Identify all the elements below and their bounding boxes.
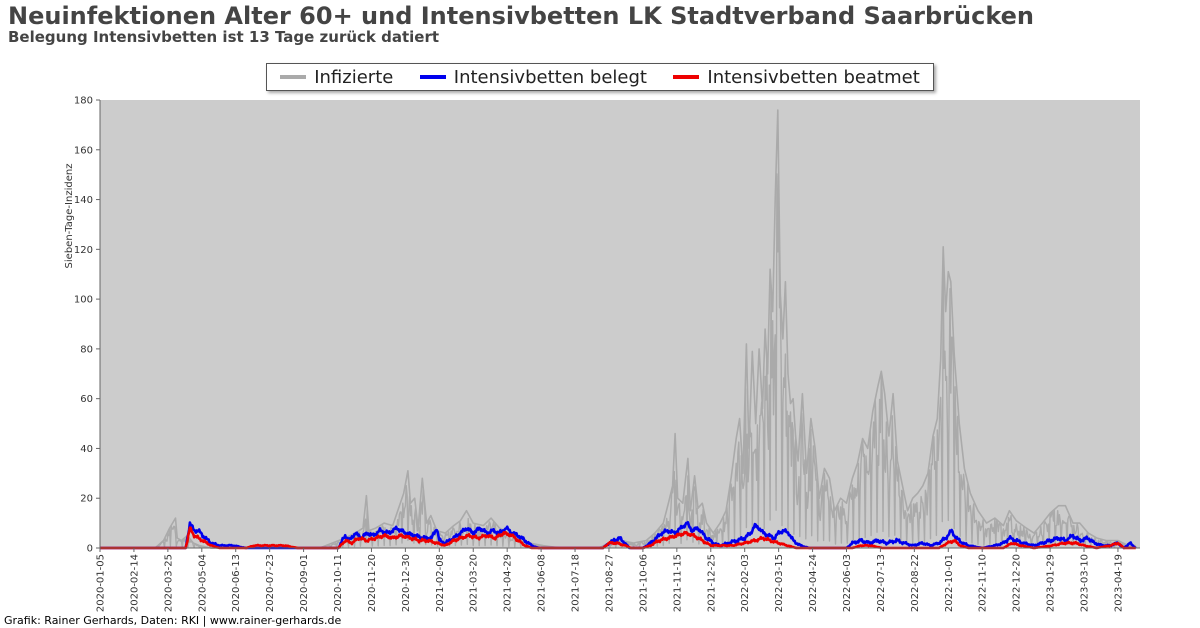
x-tick-label: 2022-06-03 xyxy=(842,554,853,612)
legend-swatch-beatmet xyxy=(673,75,700,79)
x-tick-label: 2021-08-27 xyxy=(604,554,615,612)
y-tick-label: 0 xyxy=(87,544,93,555)
legend-item-infizierte: Infizierte xyxy=(280,67,393,88)
x-tick-label: 2023-01-29 xyxy=(1046,554,1057,612)
x-tick-label: 2020-11-20 xyxy=(367,554,378,612)
x-tick-label: 2020-07-23 xyxy=(265,554,276,612)
x-tick-label: 2021-04-29 xyxy=(503,554,514,612)
y-tick-label: 60 xyxy=(80,394,93,405)
y-tick-label: 40 xyxy=(80,444,93,455)
x-tick-label: 2020-01-05 xyxy=(96,554,107,612)
y-tick-label: 100 xyxy=(74,295,93,306)
x-tick-label: 2023-03-10 xyxy=(1080,554,1091,612)
credit-footer: Grafik: Rainer Gerhards, Daten: RKI | ww… xyxy=(4,614,342,627)
legend-label-belegt: Intensivbetten belegt xyxy=(453,66,647,88)
y-tick-label: 140 xyxy=(74,195,93,206)
y-tick-label: 180 xyxy=(74,96,93,107)
legend-label-beatmet: Intensivbetten beatmet xyxy=(707,66,920,88)
y-tick-label: 80 xyxy=(80,344,93,355)
x-tick-label: 2022-12-20 xyxy=(1012,554,1023,612)
x-tick-label: 2020-02-14 xyxy=(129,554,140,612)
legend-item-belegt: Intensivbetten belegt xyxy=(419,66,647,88)
x-tick-label: 2021-06-08 xyxy=(537,554,548,612)
y-axis-label: Sieben-Tage-Inzidenz xyxy=(64,164,75,269)
series-beatmet xyxy=(99,526,1137,550)
x-tick-label: 2022-04-24 xyxy=(808,554,819,612)
x-tick-label: 2023-04-19 xyxy=(1113,554,1124,612)
y-tick-label: 120 xyxy=(74,245,93,256)
series-layer xyxy=(99,109,1137,550)
y-tick-label: 20 xyxy=(80,494,93,505)
x-tick-label: 2021-07-18 xyxy=(571,554,582,612)
y-tick-label: 160 xyxy=(74,145,93,156)
series-peaks-infizierte xyxy=(100,109,1136,549)
legend-swatch-belegt xyxy=(419,75,446,79)
x-tick-label: 2020-09-01 xyxy=(299,554,310,612)
x-tick-label: 2020-10-11 xyxy=(333,554,344,612)
plot-background xyxy=(100,100,1140,548)
x-tick-label: 2022-07-13 xyxy=(876,554,887,612)
x-tick-label: 2020-05-04 xyxy=(197,554,208,612)
x-tick-label: 2020-03-25 xyxy=(163,554,174,612)
x-tick-label: 2022-02-03 xyxy=(740,554,751,612)
axes-layer: 0 20 40 60 80 100 120 140 160 180 2020-01-05 2020-0… xyxy=(74,96,1140,612)
x-tick-label: 2021-03-20 xyxy=(469,554,480,612)
legend-swatch-infizierte xyxy=(280,75,307,79)
legend-item-beatmet: Intensivbetten beatmet xyxy=(673,66,920,88)
series-line-beatmet xyxy=(99,526,1137,550)
x-tick-label: 2021-12-25 xyxy=(706,554,717,612)
x-tick-label: 2021-11-15 xyxy=(672,554,683,612)
chart-legend: Infizierte Intensivbetten belegt Intensi… xyxy=(266,63,934,91)
x-tick-label: 2020-12-30 xyxy=(401,554,412,612)
chart-subtitle: Belegung Intensivbetten ist 13 Tage zurü… xyxy=(8,28,440,46)
x-tick-label: 2020-06-13 xyxy=(231,554,242,612)
x-tick-label: 2022-10-01 xyxy=(944,554,955,612)
legend-label-infizierte: Infizierte xyxy=(314,66,394,88)
x-tick-label: 2022-03-15 xyxy=(774,554,785,612)
chart-title: Neuinfektionen Alter 60+ und Intensivbet… xyxy=(8,2,1034,30)
x-tick-label: 2021-02-08 xyxy=(435,554,446,612)
x-tick-label: 2022-08-22 xyxy=(910,554,921,612)
x-tick-label: 2021-10-06 xyxy=(638,554,649,612)
x-tick-label: 2022-11-10 xyxy=(978,554,989,612)
